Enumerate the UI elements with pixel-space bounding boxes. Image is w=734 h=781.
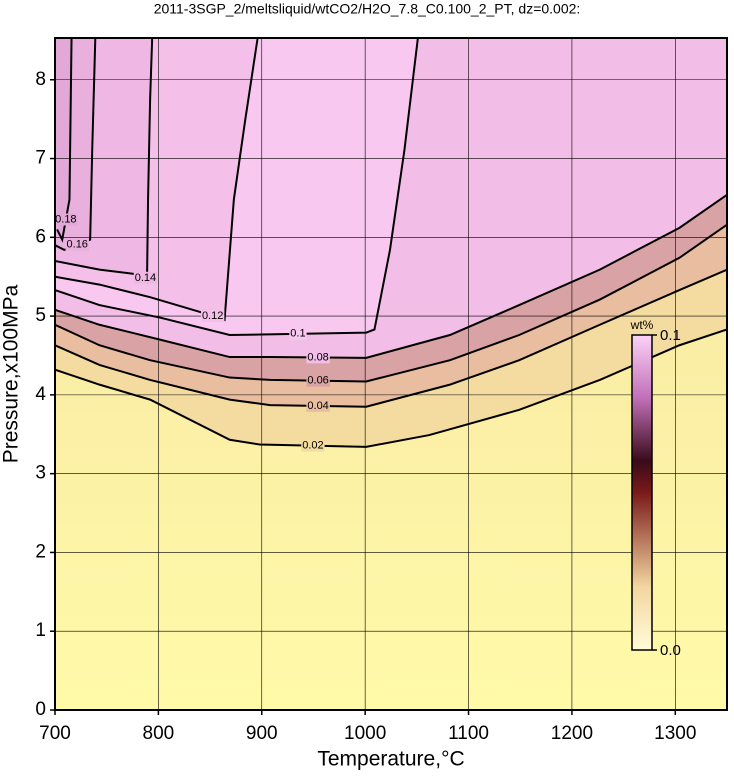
contour-label-bg bbox=[133, 271, 158, 284]
contour-line bbox=[55, 38, 97, 252]
colorbar-tick-label: 0.0 bbox=[660, 642, 681, 659]
contour-fill bbox=[55, 38, 72, 240]
contour-line bbox=[55, 268, 727, 408]
contour-label: 0.18 bbox=[55, 213, 76, 225]
contour-label-bg bbox=[289, 327, 307, 340]
y-tick-label: 6 bbox=[35, 226, 46, 247]
y-tick-label: 8 bbox=[35, 69, 46, 90]
contour-line bbox=[55, 38, 419, 337]
contour-label-bg bbox=[301, 439, 325, 452]
colorbar-label: wt% bbox=[630, 318, 654, 332]
x-tick-label: 1300 bbox=[654, 723, 696, 744]
x-tick-label: 1200 bbox=[551, 723, 593, 744]
x-axis-label: Temperature,°C bbox=[317, 748, 464, 771]
contour-label-bg bbox=[306, 374, 330, 387]
contour-label: 0.04 bbox=[307, 400, 328, 412]
contour-label: 0.02 bbox=[302, 440, 323, 452]
x-tick-label: 800 bbox=[143, 723, 175, 744]
contour-line bbox=[55, 328, 727, 448]
chart-title: 2011-3SGP_2/meltsliquid/wtCO2/H2O_7.8_C0… bbox=[154, 1, 581, 17]
contour-label-bg bbox=[200, 310, 225, 323]
colorbar bbox=[631, 334, 653, 651]
contour-label: 0.06 bbox=[307, 375, 328, 387]
x-tick-label: 900 bbox=[246, 723, 278, 744]
contour-label: 0.16 bbox=[67, 239, 88, 251]
y-tick-label: 0 bbox=[35, 699, 46, 720]
plot-frame bbox=[54, 37, 728, 711]
overlay: 700 800 900 1000 1100 1200 1300 0 1 2 3 4 5 6 7 8 wt% 0.0… bbox=[35, 37, 728, 744]
contour-line bbox=[55, 193, 727, 359]
contour-label-bg bbox=[306, 399, 330, 412]
y-axis-label: Pressure,x100MPa bbox=[0, 284, 23, 463]
y-tick-label: 3 bbox=[35, 463, 46, 484]
plot-area: 0.020.040.060.080.10.120.140.160.18 bbox=[55, 38, 727, 710]
contour-label-bg bbox=[65, 238, 89, 251]
x-tick-label: 1000 bbox=[344, 723, 386, 744]
contour-line bbox=[55, 223, 727, 383]
y-tick-label: 5 bbox=[35, 305, 46, 326]
contour-label: 0.12 bbox=[202, 310, 223, 322]
colorbar-tick-label: 0.1 bbox=[660, 327, 681, 344]
y-tick-label: 4 bbox=[35, 384, 46, 405]
y-tick-label: 1 bbox=[35, 620, 46, 641]
y-tick-label: 2 bbox=[35, 541, 46, 562]
contour-label: 0.08 bbox=[307, 351, 328, 363]
x-tick-label: 1100 bbox=[448, 723, 489, 744]
contour-label: 0.1 bbox=[290, 328, 305, 340]
x-tick-label: 700 bbox=[39, 723, 71, 744]
contour-label-bg bbox=[306, 351, 330, 364]
y-tick-label: 7 bbox=[35, 148, 46, 169]
contour-label: 0.14 bbox=[135, 272, 156, 284]
contour-label-bg bbox=[55, 213, 78, 226]
